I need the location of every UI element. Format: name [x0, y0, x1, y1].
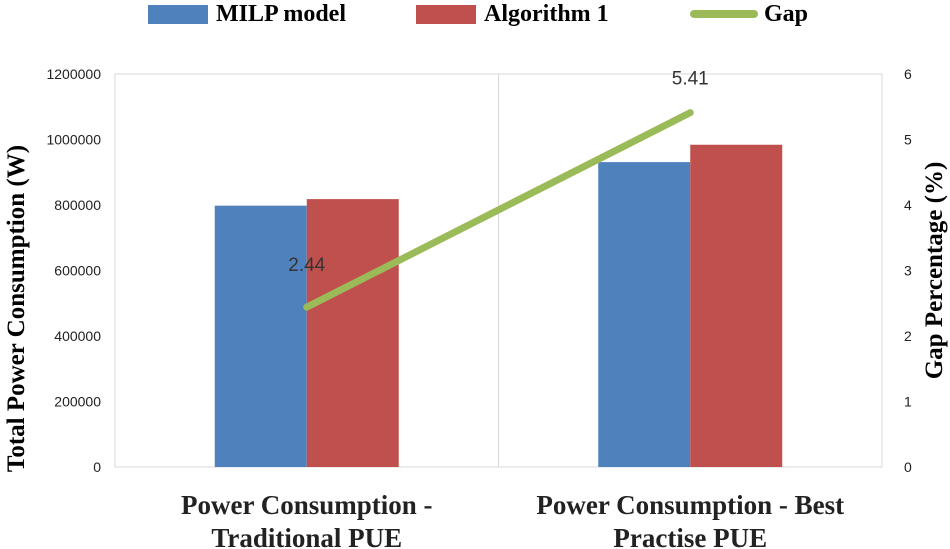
legend-item-algorithm: Algorithm 1 — [416, 0, 609, 28]
legend-label-gap: Gap — [764, 0, 809, 27]
y-tick-label: 1200000 — [46, 66, 101, 82]
y-tick-label: 0 — [93, 459, 101, 475]
y2-tick-label: 6 — [904, 66, 912, 82]
y-tick-label: 400000 — [54, 328, 101, 344]
legend-label-algorithm: Algorithm 1 — [484, 0, 609, 27]
bar-algorithm-1-2 — [690, 144, 783, 468]
legend-label-milp: MILP model — [216, 0, 346, 27]
legend-item-gap: Gap — [690, 0, 808, 28]
bar-milp-model-1 — [214, 205, 307, 467]
legend-swatch-algorithm-icon — [416, 4, 476, 24]
y2-tick-label: 5 — [904, 132, 912, 148]
y2-tick-label: 2 — [904, 328, 912, 344]
legend-swatch-milp-icon — [148, 4, 208, 24]
y2-axis-title: Gap Percentage (%) — [921, 162, 948, 380]
y-axis-title: Total Power Consumption (W) — [3, 145, 30, 472]
legend-line-gap-icon — [690, 10, 758, 18]
y2-tick-label: 4 — [904, 197, 912, 213]
x-category-label: Power Consumption - — [181, 490, 433, 520]
y-tick-label: 600000 — [54, 263, 101, 279]
y-tick-label: 800000 — [54, 197, 101, 213]
bar-milp-model-2 — [598, 162, 691, 467]
y-tick-label: 1000000 — [46, 132, 101, 148]
bar-algorithm-1-1 — [306, 199, 399, 468]
gap-line — [303, 109, 694, 311]
y2-tick-label: 1 — [904, 394, 912, 410]
legend: MILP model Algorithm 1 Gap — [0, 0, 950, 30]
legend-item-milp: MILP model — [148, 0, 346, 28]
gap-data-label: 5.41 — [672, 69, 709, 90]
y2-tick-label: 0 — [904, 459, 912, 475]
y2-tick-label: 3 — [904, 263, 912, 279]
x-category-label: Practise PUE — [613, 523, 767, 549]
x-category-label: Power Consumption - Best — [536, 490, 844, 520]
x-category-label: Traditional PUE — [211, 523, 402, 549]
gap-data-label: 2.44 — [288, 255, 325, 276]
y-tick-label: 200000 — [54, 394, 101, 410]
